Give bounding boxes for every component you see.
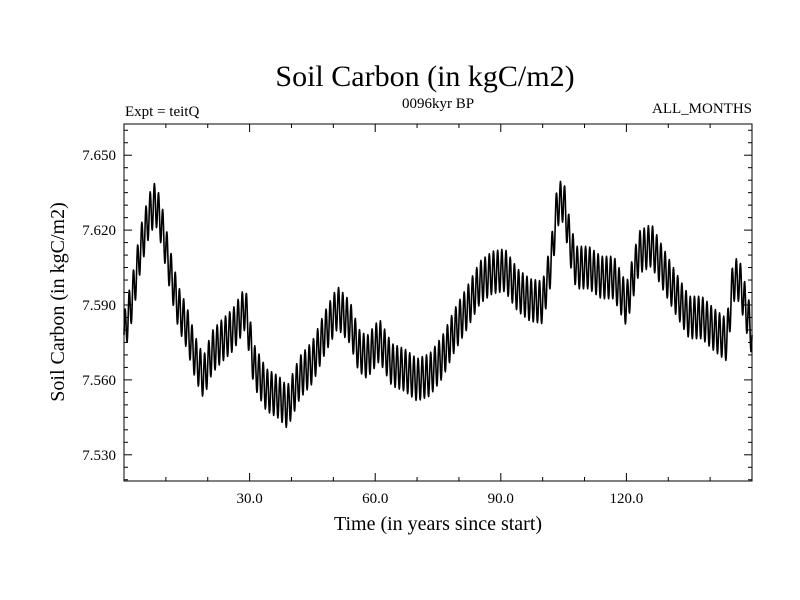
y-axis: 7.530 7.560 7.590 7.620 7.650 <box>82 129 752 481</box>
x-tick-label: 90.0 <box>488 491 514 507</box>
x-tick-label: 30.0 <box>236 491 262 507</box>
soil-carbon-series-line <box>123 180 753 429</box>
x-axis: 30.0 60.0 90.0 120.0 <box>165 124 711 507</box>
y-tick-label: 7.530 <box>82 448 116 464</box>
y-tick-label: 7.620 <box>82 223 116 239</box>
months-label: ALL_MONTHS <box>652 101 752 117</box>
x-tick-label: 120.0 <box>610 491 644 507</box>
x-axis-label: Time (in years since start) <box>334 513 542 535</box>
y-tick-label: 7.590 <box>82 298 116 314</box>
chart-subtitle: 0096kyr BP <box>402 96 474 112</box>
y-tick-label: 7.560 <box>82 373 116 389</box>
y-axis-label: Soil Carbon (in kgC/m2) <box>47 202 69 401</box>
plot-frame <box>123 123 753 482</box>
y-tick-label: 7.650 <box>82 148 116 164</box>
chart-title: Soil Carbon (in kgC/m2) <box>275 60 574 93</box>
x-tick-label: 60.0 <box>362 491 388 507</box>
experiment-label: Expt = teitQ <box>125 104 199 120</box>
